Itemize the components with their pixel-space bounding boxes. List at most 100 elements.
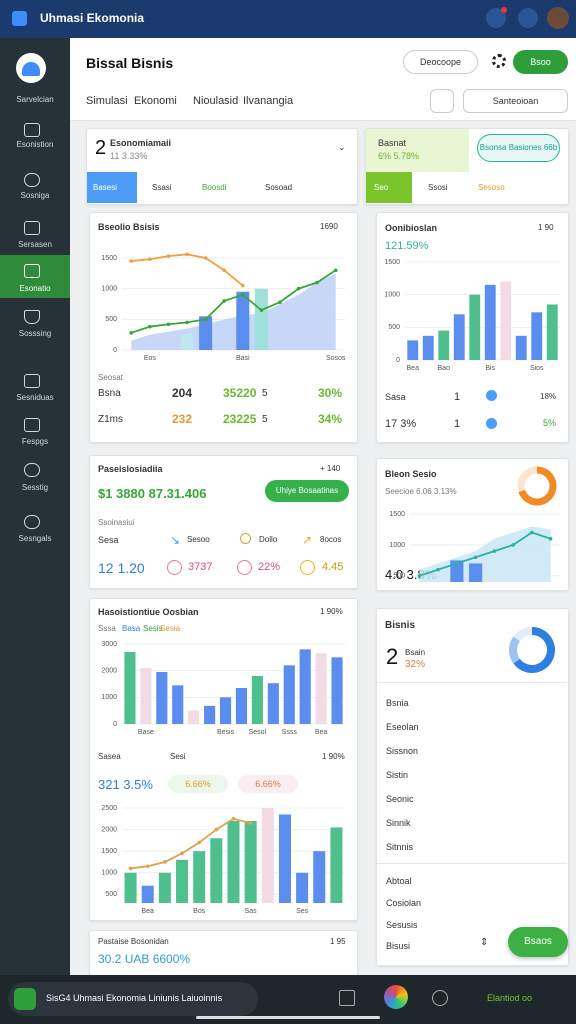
page-title: Bissal Bisnis [86,55,174,71]
growth-highlight [366,129,469,172]
tab[interactable]: Boosdi [202,183,227,192]
stat-value: 30% [318,386,343,400]
card-title: Pastaise Bosonidan [98,937,169,946]
nav-item[interactable]: Sesngals [18,534,52,543]
select-arrow[interactable]: ⇕ [480,937,489,948]
tab[interactable]: Simulasi [86,95,128,107]
summary-title: Esonomiamaii [110,138,172,148]
finance-item: Dollo [259,535,278,544]
growth-pill[interactable]: Bsonsa Basiones 66b [477,134,560,162]
stat-value: 34% [318,412,343,426]
finance-number: 12 1.20 [98,560,145,576]
stat-value: 1 [454,418,461,430]
apps-button[interactable] [518,8,538,28]
card-title: Paseislosiadiia [98,464,163,474]
footer-card [89,930,358,976]
card-title: Hasoistiontiue Oosbian [98,607,199,617]
nav-icon [24,264,40,278]
list-item[interactable]: Sinnik [386,818,411,828]
bottom-icon[interactable] [432,990,448,1006]
legend-item: Sssa [98,624,116,633]
primary-button[interactable]: Bsoo [513,50,568,74]
legend-item: Sesia [160,624,181,633]
search-box[interactable]: Santeoioan [463,89,568,113]
chevron[interactable]: ⌄ [338,142,346,152]
nav-icon [24,173,40,187]
tab[interactable]: Ssasi [152,183,172,192]
card-corner: 1690 [320,222,338,231]
card-title: Bleon Sesio [385,469,437,479]
nav-icon [24,515,40,529]
list-item[interactable]: Cosiolan [386,898,422,908]
nav-item[interactable]: Sesstig [21,483,49,492]
card-title: Bisnis [385,620,416,631]
stat-value: 5% [543,418,557,428]
icon-button[interactable] [430,89,454,113]
home-indicator [196,1016,380,1019]
stat-name: Sasa [385,392,406,402]
bottom-icon[interactable] [339,990,355,1006]
tab[interactable]: Ssosi [428,183,448,192]
finance-button[interactable]: Uhiye Bosaatinas [265,480,349,502]
tab[interactable]: Nioulasid [193,95,239,107]
business-number: 2 [386,644,399,669]
tab[interactable]: Sesosn [478,183,505,192]
tab[interactable]: Ekonomi [134,95,177,107]
card-sub: 121.59% [385,240,429,252]
user-name: Sarvelcian [16,95,54,104]
logo-mark [22,62,40,76]
metric-pill: 6.66% [168,775,228,793]
list-item[interactable]: Sistin [386,770,409,780]
tab[interactable]: Seo [374,183,389,192]
list-item[interactable]: Sesusis [386,920,418,930]
fab[interactable]: Bsaos [508,927,568,957]
avatar[interactable] [547,7,569,29]
growth-title: Basnat [378,138,407,148]
stat-value: 35220 [223,386,257,400]
nav-item[interactable]: Sosniga [20,191,50,200]
sidebar [0,38,70,975]
list-item[interactable]: Sitnnis [386,842,414,852]
card-title: Bseolio Bsisis [98,222,160,232]
nav-item[interactable]: Esonatio [19,284,51,293]
notify-button[interactable] [486,8,506,28]
nav-item[interactable]: Sersasen [18,240,52,249]
nav-item[interactable]: Fespgs [21,437,49,446]
list-item[interactable]: Seonic [386,794,414,804]
card-corner: 1 90% [320,607,343,616]
list-item[interactable]: Bsnia [386,698,409,708]
list-item[interactable]: Eseolan [386,722,419,732]
finance-number: 3737 [188,561,213,573]
stat-name: 17 3% [385,418,417,430]
stat-value: 232 [172,412,193,426]
list-item[interactable]: Bisusi [386,941,411,951]
nav-item[interactable]: Sosssing [18,329,52,338]
pill-button[interactable]: Deocoope [403,50,478,74]
nav-item[interactable]: Sesniduas [16,393,54,402]
bottom-action[interactable]: Elantiod oo [487,993,533,1003]
nav-icon [24,374,40,388]
finance-label: Ssoinasiui [98,518,135,527]
nav-active [0,255,70,298]
overview-card [89,212,358,443]
finance-item: Sesoo [187,535,210,544]
nav-item[interactable]: Esonistion [16,140,54,149]
distribution-card [89,598,358,921]
app-icon [12,11,27,26]
list-item[interactable]: Sissnon [386,746,419,756]
item-icon: ↘ [170,533,181,547]
tab[interactable]: Ilvanangia [243,95,294,107]
business-value: 32% [405,659,426,670]
stat-name: Bsna [98,388,121,399]
bottom-icon[interactable] [384,985,408,1009]
chat-pill[interactable] [8,982,258,1016]
tab[interactable]: Sosoad [265,183,293,192]
header [70,38,576,121]
settings-icon[interactable] [492,54,506,68]
stat-value: 1 [454,391,461,403]
divider [377,682,567,683]
tab[interactable]: Basesi [93,183,118,192]
app-title: Uhmasi Ekomonia [40,11,145,25]
